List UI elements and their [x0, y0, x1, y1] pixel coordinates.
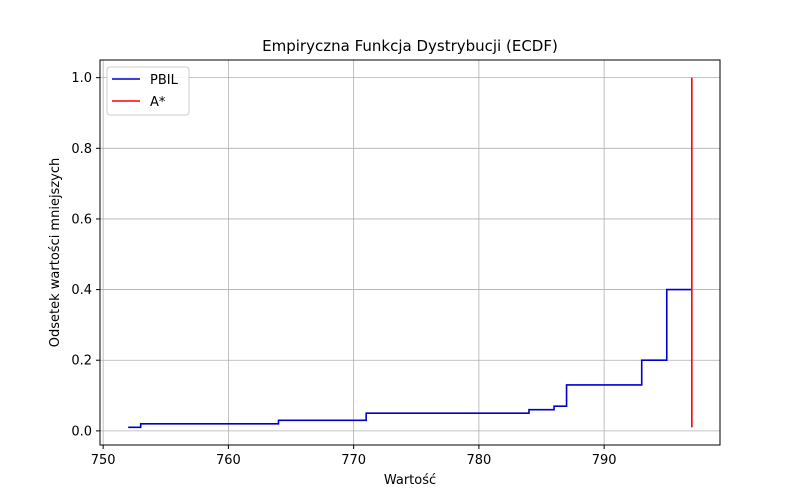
x-axis-label: Wartość — [384, 473, 436, 488]
legend: PBIL A* — [106, 66, 190, 116]
x-tick-label: 760 — [216, 453, 241, 468]
legend-label: A* — [150, 95, 166, 110]
y-tick-label: 1.0 — [71, 71, 92, 86]
y-tick-label: 0.6 — [71, 212, 92, 227]
y-tick-label: 0.2 — [71, 354, 92, 369]
grid — [100, 60, 720, 445]
x-tick-label: 770 — [341, 453, 366, 468]
series-layer — [128, 77, 693, 429]
y-tick-label: 0.0 — [71, 424, 92, 439]
y-tick-label: 0.8 — [71, 142, 92, 157]
y-axis-label: Odsetek wartości mniejszych — [48, 158, 63, 347]
x-tick-label: 790 — [592, 453, 617, 468]
chart-title: Empiryczna Funkcja Dystrybucji (ECDF) — [262, 37, 558, 55]
x-tick-label: 750 — [91, 453, 116, 468]
series-line-PBIL — [128, 288, 692, 429]
ticks: 750 760 770 780 790 0.0 0.2 0.4 0.6 0.8 1.0 — [71, 71, 616, 468]
plot-frame — [99, 59, 721, 446]
legend-label: PBIL — [150, 73, 179, 88]
y-tick-label: 0.4 — [71, 283, 92, 298]
x-tick-label: 780 — [466, 453, 491, 468]
